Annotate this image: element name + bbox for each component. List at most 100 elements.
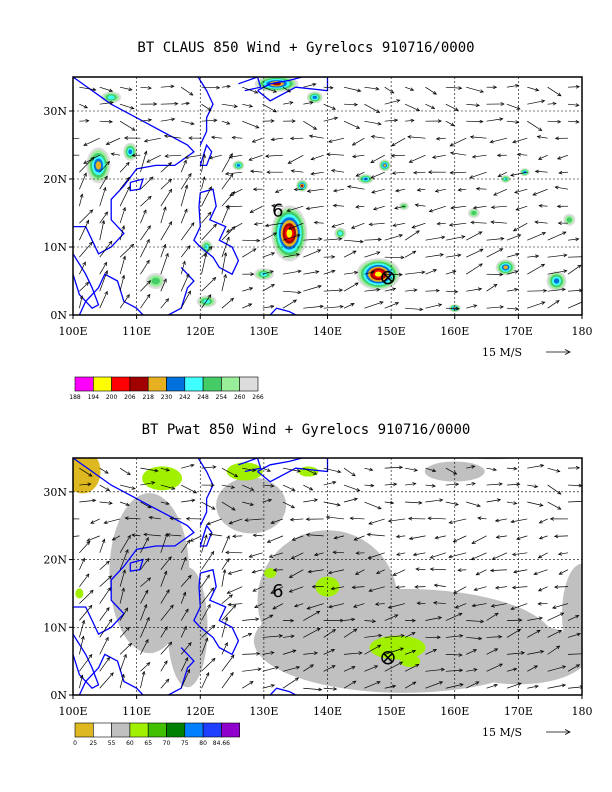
- wind-arrowhead: [454, 107, 459, 111]
- wind-vector: [445, 501, 459, 506]
- wind-arrowhead: [174, 101, 179, 106]
- wind-vector: [539, 535, 548, 539]
- wind-vector: [99, 561, 110, 570]
- wind-arrowhead: [436, 635, 441, 640]
- wind-arrowhead: [534, 484, 539, 489]
- wind-vector: [425, 269, 437, 275]
- wind-vector: [306, 534, 324, 537]
- wind-arrowhead: [415, 567, 420, 572]
- wind-vector: [311, 171, 324, 175]
- wind-arrowhead: [305, 533, 310, 537]
- wind-arrowhead: [297, 269, 302, 274]
- wind-arrowhead: [458, 668, 464, 673]
- wind-arrowhead: [493, 683, 499, 688]
- wind-vector: [262, 270, 274, 275]
- wind-vector: [486, 684, 498, 689]
- wind-arrowhead: [81, 619, 86, 624]
- reference-vector-arrowhead: [564, 729, 571, 735]
- wind-vector: [466, 304, 477, 309]
- colorbar-swatch: [93, 722, 112, 738]
- wind-arrowhead: [164, 154, 169, 158]
- wind-vector: [449, 518, 467, 524]
- wind-arrowhead: [151, 481, 156, 485]
- wind-arrowhead: [125, 548, 129, 554]
- wind-arrowhead: [253, 90, 259, 94]
- wind-arrowhead: [90, 156, 95, 161]
- wind-vector: [567, 86, 580, 88]
- wind-arrowhead: [88, 653, 93, 659]
- wind-arrowhead: [496, 498, 502, 502]
- wind-arrowhead: [396, 552, 401, 556]
- wind-vector: [535, 170, 548, 173]
- wind-vector: [448, 552, 467, 558]
- wind-vector: [119, 177, 130, 190]
- wind-arrowhead: [327, 570, 333, 575]
- wind-vector: [180, 626, 187, 638]
- wind-arrowhead: [313, 220, 318, 225]
- wind-arrowhead: [496, 153, 501, 158]
- wind-arrowhead: [247, 633, 253, 637]
- wind-arrowhead: [207, 603, 211, 609]
- wind-arrowhead: [416, 601, 421, 606]
- wind-vector: [282, 635, 295, 638]
- wind-arrowhead: [256, 651, 261, 656]
- wind-vector: [221, 654, 235, 672]
- lat-tick-label: 20N: [43, 173, 67, 186]
- wind-vector: [249, 552, 263, 558]
- wind-vector: [367, 533, 385, 537]
- wind-vector: [262, 499, 272, 503]
- colorbar-swatch: [239, 376, 259, 392]
- wind-vector: [180, 669, 190, 689]
- wind-arrowhead: [228, 155, 233, 159]
- wind-arrowhead: [375, 570, 381, 574]
- wind-arrowhead: [255, 125, 260, 129]
- wind-vector: [407, 136, 426, 139]
- wind-arrowhead: [393, 482, 398, 487]
- wind-arrowhead: [351, 141, 357, 146]
- wind-arrowhead: [269, 270, 274, 274]
- colorbar-swatch: [147, 376, 167, 392]
- wind-vector: [430, 568, 446, 571]
- wind-arrowhead: [306, 606, 311, 610]
- wind-vector: [491, 603, 507, 607]
- wind-vector: [323, 665, 336, 672]
- wind-arrowhead: [316, 610, 321, 615]
- wind-vector: [506, 483, 520, 486]
- wind-arrowhead: [408, 159, 413, 163]
- wind-vector: [288, 154, 304, 164]
- wind-vector: [411, 222, 426, 229]
- wind-arrowhead: [212, 465, 217, 469]
- wind-arrowhead: [252, 248, 257, 252]
- wind-arrowhead: [359, 239, 364, 244]
- wind-arrowhead: [122, 569, 126, 574]
- wind-arrowhead: [192, 489, 198, 494]
- wind-arrowhead: [554, 136, 559, 141]
- wind-vector: [282, 650, 296, 655]
- wind-vector: [119, 549, 129, 570]
- wind-arrowhead: [208, 186, 212, 191]
- wind-arrowhead: [291, 487, 296, 491]
- wind-arrowhead: [185, 273, 190, 278]
- wind-arrowhead: [83, 172, 87, 177]
- wind-vector: [79, 220, 89, 241]
- wind-arrowhead: [489, 139, 494, 144]
- wind-vector: [375, 603, 385, 605]
- wind-arrowhead: [108, 575, 113, 580]
- wind-vector: [445, 290, 458, 293]
- wind-vector: [353, 603, 365, 608]
- wind-arrowhead: [493, 192, 498, 196]
- wind-vector: [472, 603, 487, 607]
- wind-vector: [547, 684, 566, 689]
- wind-arrowhead: [264, 154, 270, 158]
- wind-arrowhead: [270, 252, 276, 256]
- wind-vector: [323, 86, 333, 89]
- wind-vector: [79, 483, 91, 486]
- wind-arrowhead: [352, 604, 358, 608]
- wind-arrowhead: [469, 175, 474, 179]
- wind-vector: [140, 239, 150, 258]
- wind-vector: [512, 552, 528, 556]
- wind-vector: [309, 135, 324, 139]
- wind-vector: [79, 654, 93, 672]
- wind-arrowhead: [433, 583, 438, 588]
- colorbar-label: 248: [197, 394, 209, 401]
